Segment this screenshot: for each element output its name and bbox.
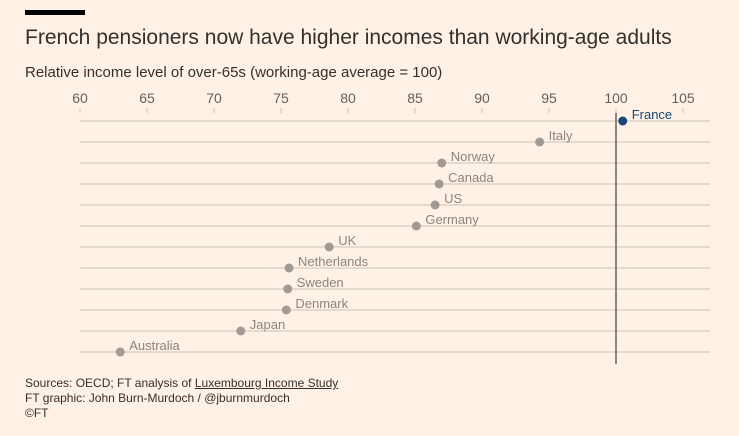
point-label: Norway [451,149,496,164]
data-point [324,242,334,252]
x-tick-label: 100 [604,90,628,106]
data-point [281,305,291,315]
point-label: UK [338,233,356,248]
point-label: Canada [448,170,494,185]
sources-link[interactable]: Luxembourg Income Study [194,376,339,390]
sources-text: Sources: OECD; FT analysis of [25,376,195,390]
point-label: Germany [425,212,479,227]
page-title: French pensioners now have higher income… [25,26,672,49]
data-point [284,263,294,273]
data-point [434,179,444,189]
data-point [535,137,545,147]
x-tick-label: 105 [671,90,695,106]
x-tick-label: 80 [340,90,356,106]
data-point [283,284,293,294]
point-label: Australia [129,338,180,353]
data-point [437,158,447,168]
point-label: Netherlands [298,254,369,269]
sources-note: Sources: OECD; FT analysis of Luxembourg… [25,376,338,391]
data-point [411,221,421,231]
brand-bar [25,10,85,15]
x-tick-label: 60 [72,90,88,106]
data-point [115,347,125,357]
x-tick-label: 85 [407,90,423,106]
graphic-credit: FT graphic: John Burn-Murdoch / @jburnmu… [25,391,290,405]
x-tick-label: 90 [474,90,490,106]
footer: Sources: OECD; FT analysis of Luxembourg… [25,376,338,421]
point-label: France [632,107,672,122]
x-tick-label: 75 [273,90,289,106]
x-tick-label: 65 [139,90,155,106]
x-tick-label: 70 [206,90,222,106]
data-point [618,116,628,126]
x-tick-label: 95 [541,90,557,106]
point-label: Denmark [295,296,348,311]
point-label: Sweden [297,275,344,290]
point-label: US [444,191,462,206]
point-label: Italy [549,128,573,143]
data-point [236,326,246,336]
chart-subtitle: Relative income level of over-65s (worki… [25,64,443,81]
copyright: ©FT [25,406,49,420]
point-label: Japan [250,317,285,332]
data-point [430,200,440,210]
